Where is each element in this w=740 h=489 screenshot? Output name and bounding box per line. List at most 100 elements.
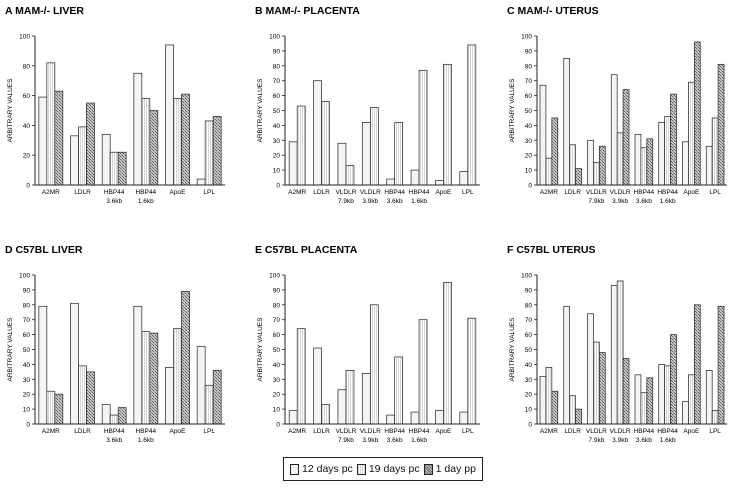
bar — [38, 96, 48, 186]
bar — [212, 370, 222, 425]
x-tick-label: 3.6kb — [106, 437, 122, 444]
bar — [296, 105, 306, 186]
y-tick-label: 70 — [525, 317, 533, 324]
x-tick-label: VLDLR — [610, 428, 631, 435]
y-tick-label: 70 — [525, 78, 533, 85]
bar — [410, 411, 420, 425]
chart-title: C MAM-/- UTERUS — [507, 5, 599, 17]
bar — [165, 367, 174, 425]
bar — [78, 365, 87, 425]
bar — [54, 90, 64, 186]
bar — [688, 81, 695, 186]
bar — [369, 107, 379, 186]
bar — [688, 374, 695, 425]
bar — [575, 408, 582, 425]
bar — [141, 331, 151, 425]
x-tick-label: 1.6kb — [138, 437, 154, 444]
y-tick-label: 0 — [528, 183, 532, 190]
bar — [313, 80, 322, 186]
x-tick-label: A2MR — [288, 428, 306, 435]
bar — [435, 410, 444, 425]
y-tick-label: 80 — [525, 302, 533, 309]
chart-title: B MAM-/- PLACENTA — [255, 5, 360, 17]
x-tick-label: HBP44 — [104, 428, 125, 435]
x-tick-label: LPL — [203, 189, 215, 196]
bar — [204, 120, 214, 186]
bar — [418, 69, 428, 186]
x-tick-label: LPL — [709, 189, 721, 196]
bar — [204, 384, 214, 425]
bar — [149, 332, 159, 425]
bar — [705, 145, 713, 186]
bar — [616, 280, 624, 425]
y-tick-label: 100 — [521, 273, 532, 280]
y-tick-label: 10 — [525, 168, 533, 175]
y-tick-label: 0 — [26, 422, 30, 429]
bar — [321, 404, 330, 425]
bar — [610, 285, 618, 425]
bar — [717, 63, 725, 186]
bar — [616, 132, 624, 186]
bar — [459, 411, 469, 425]
y-tick-label: 40 — [525, 123, 533, 130]
y-tick-label: 40 — [273, 362, 281, 369]
x-tick-label: 1.6kb — [411, 198, 427, 205]
bar — [705, 370, 713, 425]
bar — [212, 116, 222, 186]
bar — [640, 147, 648, 186]
x-tick-label: 3.9kb — [612, 198, 628, 205]
bar — [593, 341, 600, 425]
bar — [165, 44, 174, 186]
legend-label: 1 day pp — [435, 463, 476, 475]
legend-item-12-days-pc: 12 days pc — [290, 463, 353, 475]
bar — [54, 393, 64, 425]
bar — [141, 98, 151, 186]
x-tick-label: 7.9kb — [588, 198, 604, 205]
x-tick-label: A2MR — [42, 189, 60, 196]
y-tick-label: 100 — [19, 273, 30, 280]
x-tick-label: ApoE — [435, 189, 452, 196]
y-tick-label: 40 — [273, 123, 281, 130]
y-tick-label: 10 — [525, 407, 533, 414]
y-tick-label: 80 — [23, 63, 31, 70]
bar — [634, 133, 642, 186]
bar — [545, 367, 553, 425]
x-tick-label: ApoE — [683, 428, 700, 435]
y-tick-label: 90 — [525, 287, 533, 294]
bar — [337, 389, 347, 425]
x-tick-label: ApoE — [170, 189, 187, 196]
bar — [717, 305, 725, 425]
legend-swatch — [290, 463, 300, 475]
y-tick-label: 90 — [273, 287, 281, 294]
bar — [670, 334, 677, 425]
bar — [86, 102, 95, 186]
bar — [361, 372, 371, 425]
bar — [569, 144, 576, 186]
bar — [173, 98, 182, 186]
x-tick-label: HBP44 — [384, 428, 405, 435]
y-tick-label: 20 — [525, 153, 533, 160]
bar — [598, 145, 606, 186]
legend-label: 12 days pc — [302, 463, 353, 475]
x-tick-label: HBP44 — [657, 428, 678, 435]
bar — [646, 377, 654, 425]
bar — [38, 305, 48, 425]
legend-label: 19 days pc — [368, 463, 420, 475]
y-tick-label: 60 — [525, 93, 533, 100]
y-tick-label: 10 — [273, 168, 281, 175]
y-tick-label: 30 — [273, 138, 281, 145]
y-tick-label: 20 — [23, 392, 31, 399]
bar — [539, 84, 547, 186]
y-tick-label: 70 — [23, 317, 31, 324]
bar — [682, 401, 689, 425]
y-tick-label: 50 — [23, 347, 31, 354]
bar — [610, 74, 618, 186]
bar — [46, 390, 56, 425]
bar — [173, 328, 182, 425]
bar — [133, 72, 143, 186]
bar — [117, 151, 127, 186]
x-tick-label: ApoE — [435, 428, 452, 435]
x-tick-label: 1.6kb — [660, 437, 676, 444]
x-tick-label: ApoE — [683, 189, 700, 196]
y-axis-label: ARBITRARY VALUES — [257, 78, 264, 143]
